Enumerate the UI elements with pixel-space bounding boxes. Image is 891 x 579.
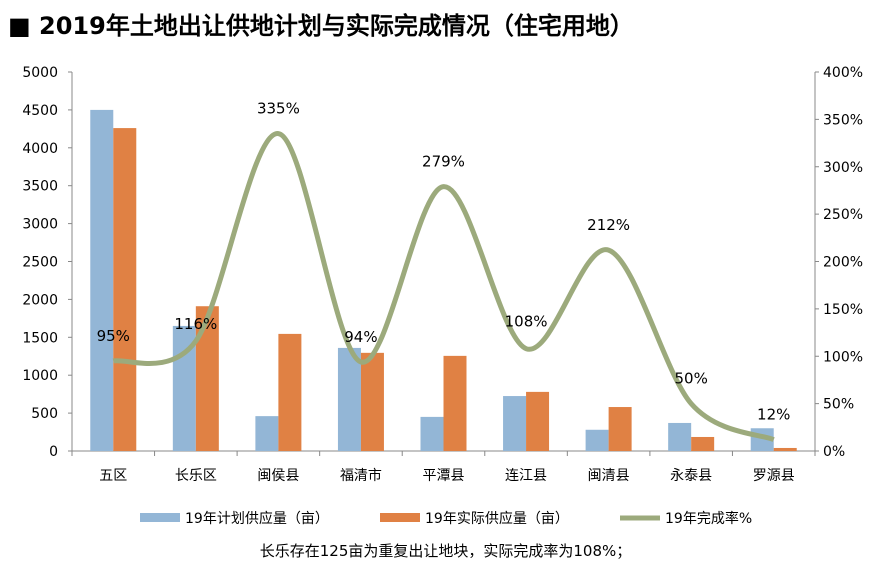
x-tick-label: 连江县 bbox=[505, 468, 547, 484]
bar-actual bbox=[608, 407, 632, 451]
y2-tick-label: 200% bbox=[823, 255, 863, 271]
data-label: 108% bbox=[505, 313, 548, 331]
bar-plan bbox=[255, 416, 279, 451]
data-label: 116% bbox=[174, 315, 217, 333]
bar-actual bbox=[691, 436, 715, 451]
x-tick-label: 五区 bbox=[99, 468, 127, 484]
data-label: 335% bbox=[257, 100, 300, 118]
y-tick-label: 5000 bbox=[22, 65, 58, 81]
bar-actual bbox=[526, 391, 550, 451]
bar-plan bbox=[90, 109, 114, 452]
bar-actual bbox=[195, 306, 219, 451]
bar-plan bbox=[668, 422, 692, 451]
data-label: 212% bbox=[587, 216, 630, 234]
line-completion-rate bbox=[112, 131, 775, 442]
y-tick-label: 4000 bbox=[22, 141, 58, 157]
y2-tick-label: 250% bbox=[823, 207, 863, 223]
y2-tick-label: 150% bbox=[823, 302, 863, 318]
bar-plan bbox=[503, 396, 527, 451]
chart-title: ■ 2019年土地出让供地计划与实际完成情况（住宅用地） bbox=[8, 12, 634, 40]
data-label: 279% bbox=[422, 153, 465, 171]
y2-tick-label: 350% bbox=[823, 112, 863, 128]
x-tick-label: 闽侯县 bbox=[257, 468, 299, 484]
bar-actual bbox=[278, 333, 302, 451]
y-tick-label: 3000 bbox=[22, 217, 58, 233]
bar-plan bbox=[420, 416, 444, 451]
y2-tick-label: 0% bbox=[823, 444, 845, 460]
y2-tick-label: 50% bbox=[823, 397, 854, 413]
legend-label: 19年计划供应量（亩） bbox=[185, 510, 329, 527]
bar-plan bbox=[585, 429, 609, 451]
x-tick-label: 永泰县 bbox=[670, 468, 712, 484]
x-tick-label: 平潭县 bbox=[423, 467, 465, 484]
y2-tick-label: 100% bbox=[823, 349, 863, 365]
y-tick-label: 4500 bbox=[22, 103, 58, 119]
x-tick-label: 福清市 bbox=[340, 467, 382, 484]
bar-plan bbox=[337, 347, 361, 451]
legend-label: 19年实际供应量（亩） bbox=[425, 510, 569, 527]
bar-actual bbox=[360, 352, 384, 451]
y-tick-label: 500 bbox=[31, 406, 58, 422]
y-tick-label: 2500 bbox=[22, 255, 58, 271]
data-label: 94% bbox=[344, 328, 377, 346]
bar-actual bbox=[773, 447, 797, 451]
x-tick-label: 长乐区 bbox=[175, 468, 217, 484]
y-tick-label: 1500 bbox=[22, 330, 58, 346]
legend-swatch bbox=[140, 513, 180, 522]
y-tick-label: 1000 bbox=[22, 368, 58, 384]
legend-swatch bbox=[380, 513, 420, 522]
data-label: 50% bbox=[674, 370, 707, 388]
y-tick-label: 2000 bbox=[22, 292, 58, 308]
data-label: 12% bbox=[757, 406, 790, 424]
bar-actual bbox=[113, 128, 137, 452]
y-tick-label: 0 bbox=[49, 444, 58, 460]
legend-label: 19年完成率% bbox=[665, 510, 752, 527]
chart-note: 长乐存在125亩为重复出让地块，实际完成率为108%； bbox=[259, 542, 632, 560]
x-tick-label: 闽清县 bbox=[588, 468, 630, 484]
x-tick-label: 罗源县 bbox=[753, 468, 795, 484]
data-label: 95% bbox=[97, 327, 130, 345]
bar-actual bbox=[443, 355, 467, 451]
y2-tick-label: 300% bbox=[823, 160, 863, 176]
y-tick-label: 3500 bbox=[22, 179, 58, 195]
y2-tick-label: 400% bbox=[823, 65, 863, 81]
